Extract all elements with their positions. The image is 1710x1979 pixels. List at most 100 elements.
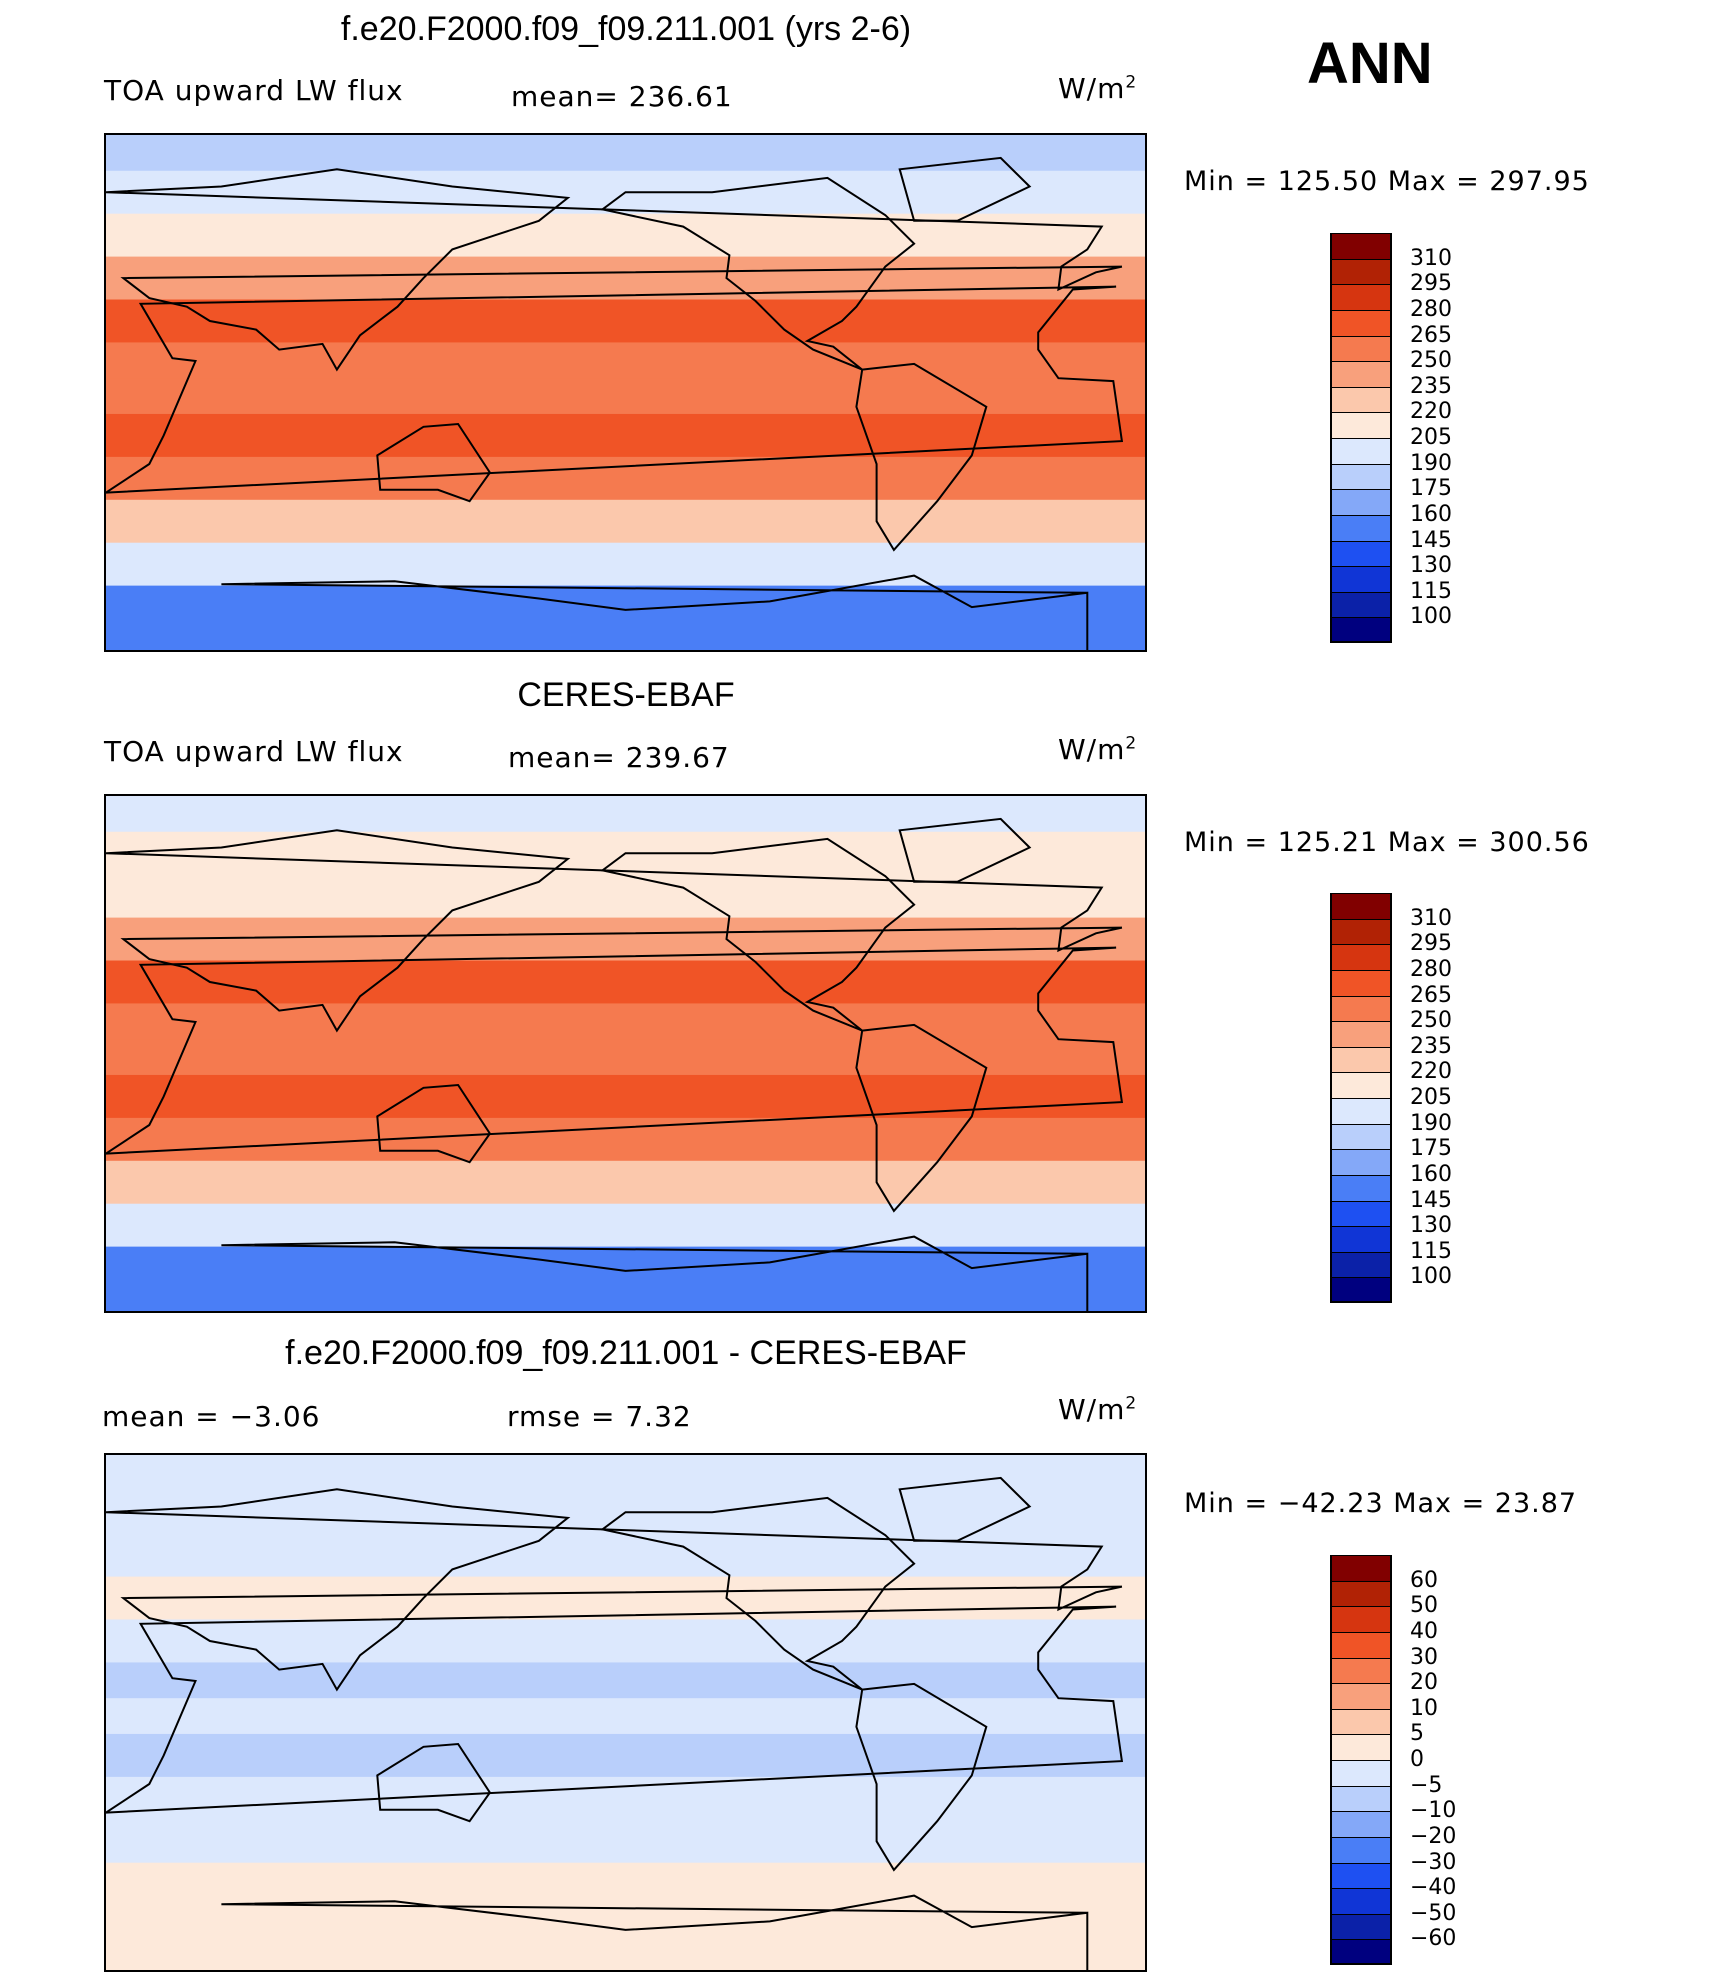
panel1-variable-label: TOA upward LW flux (104, 74, 404, 107)
colorbar-tick-label: 130 (1410, 553, 1452, 579)
colorbar-swatch (1330, 463, 1392, 490)
zonal-band (106, 1117, 1145, 1162)
zonal-band (106, 1039, 1145, 1076)
colorbar-swatch (1330, 284, 1392, 310)
panel3-rmse-label: rmse = 7.32 (507, 1400, 692, 1433)
colorbar-swatch (1330, 1785, 1392, 1812)
panel3-map (104, 1453, 1147, 1972)
colorbar-tick-label: 265 (1410, 322, 1452, 348)
colorbar-tick-label: 175 (1410, 1136, 1452, 1162)
zonal-band (106, 1619, 1145, 1664)
zonal-band (106, 213, 1145, 258)
colorbar-swatch (1330, 1913, 1392, 1940)
panel2-mean-label: mean= 239.67 (508, 741, 730, 774)
colorbar-tick-label: 130 (1410, 1213, 1452, 1239)
colorbar-swatch (1330, 566, 1392, 592)
colorbar-tick-label: −20 (1410, 1823, 1457, 1849)
colorbar-swatch (1330, 1734, 1392, 1760)
coastline-south_america (855, 362, 988, 552)
colorbar-swatch (1330, 944, 1392, 970)
panel2-colorbar: 310 295 280 265 250 235 220 205 190 175 160 145 130 1… (1330, 893, 1452, 1303)
zonal-band (106, 1819, 1145, 1864)
coastline-antarctica (221, 1235, 1089, 1311)
colorbar-tick-label: 100 (1410, 1264, 1452, 1290)
colorbar-tick-label: 310 (1410, 245, 1452, 271)
colorbar-swatch (1330, 1708, 1392, 1735)
zonal-band (106, 256, 1145, 301)
colorbar-tick-label: 60 (1410, 1567, 1438, 1593)
coastline-north_america (600, 837, 916, 1032)
coastline-antarctica (221, 1894, 1089, 1970)
panel3-colorbar: 60 50 40 30 20 10 5 0 −5 −10 −20 −30 −40 −50 −60 (1330, 1555, 1456, 1965)
panel2-variable-label: TOA upward LW flux (104, 735, 404, 768)
colorbar-tick-label: 100 (1410, 604, 1452, 630)
colorbar-tick-label: 295 (1410, 931, 1452, 957)
colorbar-swatch (1330, 1098, 1392, 1124)
colorbar-tick-label: 10 (1410, 1695, 1438, 1721)
panel2-units: W/m2 (1058, 733, 1138, 766)
colorbar-tick-label: 220 (1410, 1059, 1452, 1085)
panel2-field (106, 796, 1145, 1311)
zonal-band (106, 585, 1145, 650)
colorbar-swatch (1330, 1836, 1392, 1863)
coastline-greenland (898, 1476, 1032, 1542)
panel3-title: f.e20.F2000.f09_f09.211.001 - CERES-EBAF (285, 1334, 967, 1372)
colorbar-swatch (1330, 514, 1392, 541)
zonal-band (106, 542, 1145, 587)
zonal-band (106, 1455, 1145, 1492)
colorbar-tick-label: 160 (1410, 1161, 1452, 1187)
zonal-band (106, 1074, 1145, 1119)
colorbar-tick-label: 235 (1410, 1033, 1452, 1059)
colorbar-tick-label: 250 (1410, 348, 1452, 374)
zonal-band (106, 1662, 1145, 1700)
colorbar-tick-label: 235 (1410, 373, 1452, 399)
colorbar-tick-label: 5 (1410, 1721, 1424, 1747)
panel3-units: W/m2 (1058, 1393, 1138, 1426)
coastline-north_america (600, 1496, 916, 1691)
colorbar-tick-label: 145 (1410, 1187, 1452, 1213)
colorbar-tick-label: 190 (1410, 450, 1452, 476)
zonal-band (106, 1733, 1145, 1778)
zonal-band (106, 342, 1145, 380)
colorbar-swatch (1330, 591, 1392, 618)
colorbar-swatch (1330, 995, 1392, 1022)
colorbar-tick-label: 190 (1410, 1110, 1452, 1136)
panel1-mean-label: mean= 236.61 (511, 80, 733, 113)
coastline-australia (376, 1083, 492, 1164)
panel2-title: CERES-EBAF (517, 676, 735, 714)
colorbar-tick-label: 50 (1410, 1593, 1438, 1619)
colorbar-tick-label: 0 (1410, 1747, 1424, 1772)
panel1-field (106, 135, 1145, 650)
colorbar-swatch (1330, 361, 1392, 387)
zonal-band (106, 960, 1145, 1005)
colorbar-swatch (1330, 1251, 1392, 1278)
colorbar-swatch (1330, 1631, 1392, 1658)
coastline-africa (106, 1605, 1124, 1814)
panel1-map (104, 133, 1147, 652)
panel3-minmax: Min = −42.23 Max = 23.87 (1184, 1488, 1578, 1519)
zonal-band (106, 1576, 1145, 1621)
colorbar-swatch (1330, 617, 1392, 643)
colorbar-swatch (1330, 1200, 1392, 1227)
colorbar-swatch (1330, 412, 1392, 438)
zonal-band (106, 1698, 1145, 1735)
colorbar-tick-label: −60 (1410, 1926, 1457, 1952)
colorbar-tick-label: 115 (1410, 1238, 1452, 1264)
colorbar-tick-label: 250 (1410, 1008, 1452, 1034)
coastline-australia (376, 422, 492, 503)
colorbar-swatch (1330, 1226, 1392, 1252)
coastline-north_america (600, 176, 916, 371)
panel2-map (104, 794, 1147, 1313)
coastline-greenland (898, 156, 1032, 222)
colorbar-tick-label: −40 (1410, 1875, 1457, 1901)
colorbar-swatch (1330, 1174, 1392, 1201)
coastline-europe_asia (106, 1488, 1123, 1692)
colorbar-swatch (1330, 1862, 1392, 1889)
panel3-mean-label: mean = −3.06 (102, 1400, 321, 1433)
colorbar-swatch (1330, 969, 1392, 996)
zonal-band (106, 1003, 1145, 1041)
coastline-south_america (855, 1023, 988, 1213)
colorbar-swatch (1330, 918, 1392, 945)
coastline-greenland (898, 817, 1032, 883)
colorbar-swatch (1330, 309, 1392, 336)
